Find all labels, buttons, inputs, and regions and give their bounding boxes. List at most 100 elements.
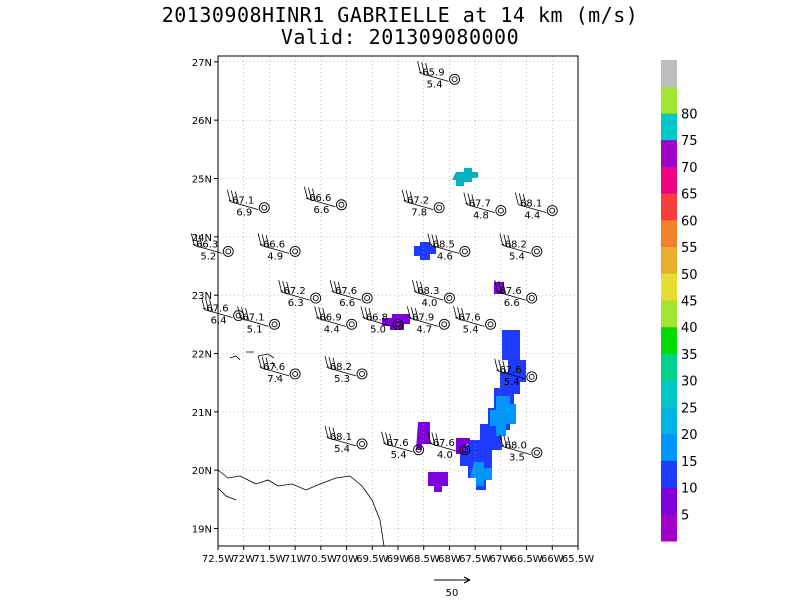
wind-barb-shaft [363,317,393,327]
wind-barb-flag [420,281,424,294]
colorbar-label: 15 [681,455,698,470]
station-models: -65.95.4-67.16.9-66.66.6-67.27.8-67.74.8… [190,61,558,464]
lat-tick-label: 27N [192,58,212,69]
station-temperature: -68.2 [326,362,352,373]
station-ring-outer [222,245,234,257]
lon-tick-label: 69W [387,554,410,565]
wind-barb-shaft [430,245,459,254]
colorbar-swatch [661,193,677,221]
colorbar-swatch [661,300,677,328]
station-ring-inner [292,370,299,377]
colorbar-label: 65 [681,188,698,203]
lon-tick-label: 71W [284,554,307,565]
wind-barb-flag [198,235,203,248]
wind-barb-flag [427,233,432,246]
lon-tick-label: 72.5W [202,554,234,565]
station-model: -67.65.4 [494,358,538,388]
lon-tick-label: 71.5W [253,554,285,565]
wind-barb-shaft [333,291,362,301]
wind-barb-shaft [420,72,449,82]
station-model: -67.66.6 [494,279,538,309]
lat-tick-label: 26N [192,116,212,127]
station-speed: 7.8 [411,208,427,219]
station-temperature: -67.6 [203,304,229,315]
colorbar-label: 50 [681,268,698,283]
wind-barb-flag [385,432,389,445]
latitude-labels: 27N 26N 25N 24N 23N 22N 21N 20N 19N [192,58,218,536]
station-temperature: -67.2 [280,286,306,297]
wind-barb-flag [286,281,291,294]
wind-barb-flag [226,189,231,202]
colorbar-label: 45 [681,295,698,310]
wind-barb-flag [467,193,472,206]
station-ring-inner [225,248,232,255]
station-temperature: -66.8 [362,312,388,323]
lat-lon-grid [218,56,578,546]
station-ring-inner [497,207,504,214]
station-speed: 6.6 [504,298,520,309]
station-model: -68.25.4 [499,233,543,262]
reference-arrow-head [463,576,471,584]
station-model: -67.65.4 [381,431,425,461]
wind-barb-flag [503,234,508,247]
station-ring-inner [533,449,540,456]
colorbar-label: 40 [681,321,698,336]
station-temperature: -66.9 [316,312,342,323]
station-speed: 4.6 [437,251,453,262]
station-ring-inner [271,321,278,328]
lon-tick-label: 68W [438,554,461,565]
lat-tick-label: 23N [192,291,212,302]
station-model: -68.54.6 [427,233,471,262]
wind-barb-flag [381,431,385,444]
station-ring-outer [413,444,425,456]
wind-barb-flag [435,235,440,248]
wind-barb-flag [406,306,411,319]
station-model: -66.66.6 [304,186,347,216]
wind-barb-shaft [204,309,233,318]
station-temperature: -66.6 [306,193,332,204]
wind-barb-flag [498,359,503,372]
colorbar-swatch [661,113,677,141]
station-speed: 5.4 [391,450,407,461]
wind-barb-flag [265,235,270,248]
station-speed: 5.4 [334,444,350,455]
station-ring-inner [461,248,468,255]
wind-barb-flag [332,427,337,440]
station-ring-inner [533,248,540,255]
wind-barb-shaft [466,204,495,213]
wind-barb-flag [427,431,432,444]
station-speed: 5.4 [509,251,525,262]
wind-barb-flag [421,62,425,75]
station-speed: 6.9 [236,208,252,219]
colorbar-swatch [661,247,677,275]
station-model: -68.03.5 [499,434,543,464]
wind-barb-shaft [327,437,357,447]
wind-barb-flag [414,308,419,321]
wind-barb-flag [502,360,507,373]
station-speed: 4.8 [473,211,489,222]
wind-barb-flag [190,233,195,246]
colorbar-swatch [661,407,677,435]
colorbar-swatch [661,327,677,355]
wind-barb-flag [328,426,333,439]
wind-barb-flag [360,306,365,319]
station-ring-inner [292,248,299,255]
echo-purple-sw2 [428,472,448,492]
wind-barb-flag [237,306,241,319]
station-speed: 6.3 [288,298,304,309]
wind-barb-flag [328,356,333,369]
station-temperature: -67.6 [429,438,455,449]
wind-barb-flag [503,435,508,448]
station-temperature: -67.6 [455,312,481,323]
station-temperature: -67.9 [408,312,434,323]
wind-barb-flag [502,281,507,294]
wind-barb-flag [257,233,262,246]
lon-tick-label: 70W [335,554,358,565]
wind-barb-flag [494,358,499,371]
wind-barb-flag [405,190,410,203]
station-speed: 5.4 [427,79,443,90]
wind-barb-shaft [430,443,459,453]
station-speed: 6.4 [211,316,227,327]
station-model: -67.94.7 [406,306,450,335]
wind-barb-flag [282,280,287,294]
